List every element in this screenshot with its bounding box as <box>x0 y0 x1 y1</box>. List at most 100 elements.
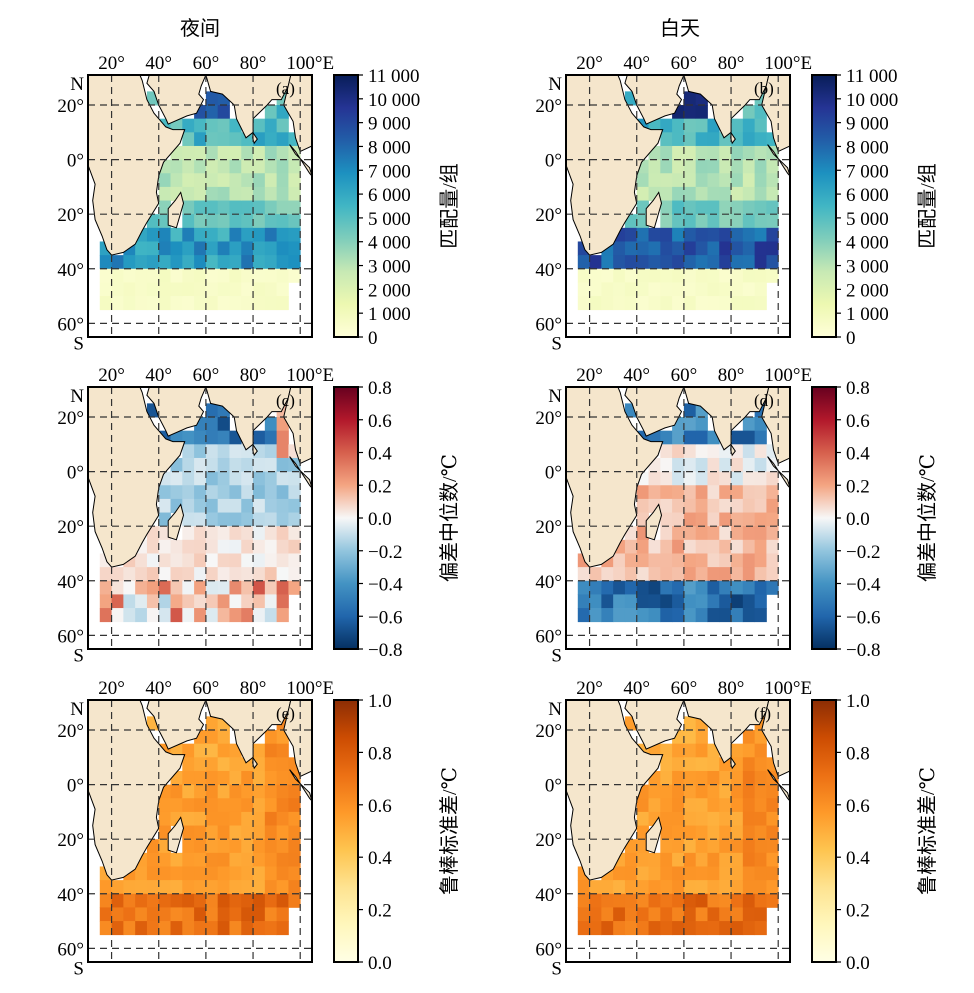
data-cell <box>288 553 301 568</box>
data-cell <box>731 498 744 513</box>
data-cell <box>754 839 767 854</box>
data-cell <box>719 594 732 609</box>
data-cell <box>253 743 266 758</box>
lon-tick-label: 40° <box>145 53 172 74</box>
data-cell <box>672 173 685 188</box>
data-cell <box>660 268 673 283</box>
data-cell <box>636 594 649 609</box>
data-cell <box>648 921 661 936</box>
data-cell <box>135 567 148 582</box>
data-cell <box>719 485 732 500</box>
data-cell <box>264 743 278 758</box>
data-cell <box>146 880 160 895</box>
lon-tick-label: 40° <box>623 53 650 74</box>
data-cell <box>754 798 767 813</box>
data-cell <box>754 444 767 459</box>
lat-tick-label: N <box>548 74 562 95</box>
data-cell <box>229 145 242 161</box>
data-cell <box>194 539 207 554</box>
data-cell <box>683 893 697 908</box>
data-cell <box>683 444 697 459</box>
data-cell <box>624 539 638 554</box>
data-cell <box>170 580 183 595</box>
data-cell <box>707 485 720 500</box>
data-cell <box>205 118 219 133</box>
data-cell <box>683 526 697 541</box>
data-cell <box>672 839 685 854</box>
colorbar-tick-label: 0.0 <box>846 509 870 530</box>
data-cell <box>276 118 289 133</box>
coastline <box>167 191 185 229</box>
data-cell <box>205 186 219 201</box>
data-cell <box>182 498 195 513</box>
data-cell <box>648 608 661 623</box>
data-cell <box>194 880 207 895</box>
data-cell <box>672 471 685 486</box>
data-cell <box>205 866 219 881</box>
data-cell <box>217 268 230 283</box>
data-cell <box>742 498 756 513</box>
data-cell <box>731 512 744 527</box>
data-cell <box>672 770 685 786</box>
data-cell <box>241 770 254 786</box>
data-cell <box>170 227 183 242</box>
lat-tick-label: 60° <box>57 626 84 647</box>
data-cell <box>194 430 207 445</box>
map-frame <box>87 699 313 963</box>
data-cell <box>241 132 254 147</box>
data-cell <box>264 214 278 229</box>
data-cell <box>241 608 254 623</box>
colorbar-gradient <box>333 74 359 338</box>
data-cell <box>672 866 685 881</box>
data-cell <box>731 227 744 242</box>
data-cell <box>766 784 779 799</box>
data-cell <box>695 798 708 813</box>
data-cell <box>707 798 720 813</box>
data-cell <box>158 268 171 283</box>
coastline <box>289 456 312 489</box>
data-cell <box>660 526 673 541</box>
data-cell <box>754 880 767 895</box>
data-cell <box>683 91 697 106</box>
data-cell <box>288 580 301 595</box>
data-cell <box>170 852 183 867</box>
data-cell <box>194 296 207 311</box>
data-cell <box>253 553 266 568</box>
lon-tick-label: 100°E <box>286 365 334 386</box>
data-cell <box>205 145 219 161</box>
data-cell <box>170 553 183 568</box>
data-cell <box>205 444 219 459</box>
data-cell <box>288 227 301 242</box>
data-cell <box>719 214 732 229</box>
data-cell <box>253 268 266 283</box>
data-cell <box>288 880 301 895</box>
data-cell <box>135 241 148 256</box>
data-cell <box>754 907 767 922</box>
data-cell <box>123 282 136 297</box>
data-cell <box>123 296 136 311</box>
data-cell <box>754 608 767 623</box>
data-cell <box>229 580 242 595</box>
data-cell <box>217 811 230 826</box>
data-cell <box>264 186 278 201</box>
data-cell <box>742 539 756 554</box>
lat-tick-label: 40° <box>535 260 562 281</box>
data-cell <box>217 512 230 527</box>
data-cell <box>660 825 673 840</box>
data-cell <box>707 200 720 215</box>
lat-tick-label: 20° <box>57 205 84 226</box>
data-cell <box>205 498 219 513</box>
data-cell <box>229 268 242 283</box>
data-cell <box>229 852 242 867</box>
data-cell <box>253 471 266 486</box>
data-cell <box>719 893 732 908</box>
data-cell <box>731 757 744 772</box>
coastline <box>146 75 207 125</box>
data-cell <box>624 608 638 623</box>
data-cell <box>683 471 697 486</box>
data-cell <box>194 512 207 527</box>
data-cell <box>672 539 685 554</box>
data-cell <box>683 716 697 731</box>
data-cell <box>636 880 649 895</box>
data-cell <box>146 921 160 936</box>
